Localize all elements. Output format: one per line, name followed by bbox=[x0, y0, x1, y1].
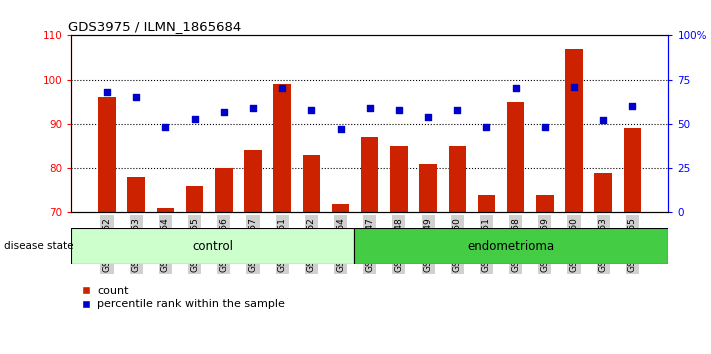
FancyBboxPatch shape bbox=[71, 228, 354, 264]
Point bbox=[306, 107, 317, 113]
FancyBboxPatch shape bbox=[354, 228, 668, 264]
Bar bbox=[98, 97, 116, 354]
Text: disease state: disease state bbox=[4, 241, 73, 251]
Point bbox=[451, 107, 463, 113]
Bar bbox=[390, 146, 407, 354]
Bar bbox=[186, 186, 203, 354]
Text: GDS3975 / ILMN_1865684: GDS3975 / ILMN_1865684 bbox=[68, 20, 241, 33]
Bar bbox=[536, 195, 554, 354]
Point bbox=[160, 125, 171, 130]
Bar bbox=[332, 204, 349, 354]
Point bbox=[131, 95, 142, 100]
Point bbox=[335, 126, 346, 132]
Bar bbox=[303, 155, 320, 354]
Text: endometrioma: endometrioma bbox=[468, 240, 555, 252]
Bar bbox=[624, 129, 641, 354]
Bar bbox=[127, 177, 145, 354]
Point bbox=[481, 125, 492, 130]
Point bbox=[393, 107, 405, 113]
Point bbox=[277, 86, 288, 91]
Point bbox=[568, 84, 579, 90]
Point bbox=[364, 105, 375, 111]
Bar bbox=[507, 102, 525, 354]
Bar bbox=[594, 173, 612, 354]
Bar bbox=[478, 195, 496, 354]
Point bbox=[627, 103, 638, 109]
Point bbox=[422, 114, 434, 120]
Bar bbox=[565, 48, 583, 354]
Legend: count, percentile rank within the sample: count, percentile rank within the sample bbox=[76, 282, 289, 314]
Bar bbox=[449, 146, 466, 354]
Text: control: control bbox=[192, 240, 233, 252]
Point bbox=[597, 118, 609, 123]
Point bbox=[101, 89, 112, 95]
Point bbox=[218, 109, 230, 114]
Point bbox=[247, 105, 259, 111]
Bar bbox=[244, 150, 262, 354]
Point bbox=[539, 125, 550, 130]
Point bbox=[189, 116, 201, 121]
Bar bbox=[274, 84, 291, 354]
Bar bbox=[419, 164, 437, 354]
Bar bbox=[156, 208, 174, 354]
Bar bbox=[215, 168, 232, 354]
Bar bbox=[361, 137, 378, 354]
Point bbox=[510, 86, 521, 91]
